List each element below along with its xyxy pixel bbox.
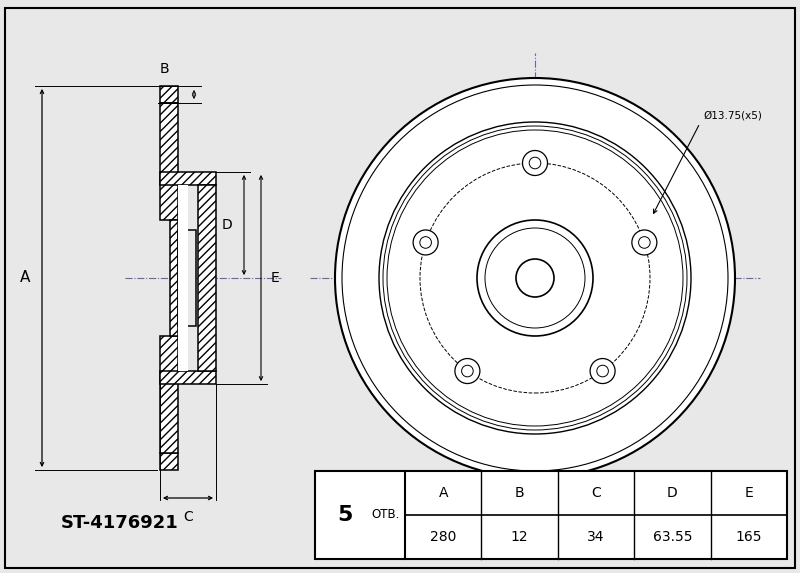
Text: Ø13.75(x5): Ø13.75(x5) — [703, 110, 762, 120]
Bar — [160, 336, 178, 453]
Circle shape — [597, 365, 608, 377]
Circle shape — [530, 157, 541, 169]
Circle shape — [335, 78, 735, 478]
Bar — [170, 220, 178, 336]
Text: E: E — [271, 271, 280, 285]
Circle shape — [420, 237, 431, 248]
Text: A: A — [438, 486, 448, 500]
Bar — [160, 86, 178, 103]
Text: E: E — [745, 486, 753, 500]
Bar — [315, 471, 787, 559]
Bar — [178, 185, 188, 371]
Circle shape — [632, 230, 657, 255]
Bar — [160, 453, 178, 470]
Text: ОТВ.: ОТВ. — [371, 508, 399, 521]
Circle shape — [590, 359, 615, 383]
Circle shape — [638, 237, 650, 248]
Bar — [160, 172, 216, 185]
Circle shape — [455, 359, 480, 383]
Bar — [160, 371, 216, 384]
Circle shape — [516, 259, 554, 297]
Text: B: B — [159, 62, 169, 76]
Circle shape — [477, 220, 593, 336]
Circle shape — [413, 230, 438, 255]
Bar — [160, 103, 178, 220]
Text: 63.55: 63.55 — [653, 530, 692, 544]
Text: 165: 165 — [735, 530, 762, 544]
Bar — [178, 230, 196, 326]
Text: ST-4176921: ST-4176921 — [61, 514, 179, 532]
Circle shape — [462, 365, 474, 377]
Bar — [198, 185, 216, 371]
Text: C: C — [183, 510, 193, 524]
Text: 34: 34 — [587, 530, 605, 544]
Text: D: D — [667, 486, 678, 500]
Text: 280: 280 — [430, 530, 456, 544]
Text: B: B — [514, 486, 525, 500]
Text: 5: 5 — [338, 505, 353, 525]
Circle shape — [522, 151, 547, 175]
Text: C: C — [591, 486, 601, 500]
Text: D: D — [222, 218, 232, 232]
Text: 12: 12 — [510, 530, 529, 544]
Text: A: A — [20, 270, 30, 285]
Text: Ø108: Ø108 — [526, 278, 556, 288]
